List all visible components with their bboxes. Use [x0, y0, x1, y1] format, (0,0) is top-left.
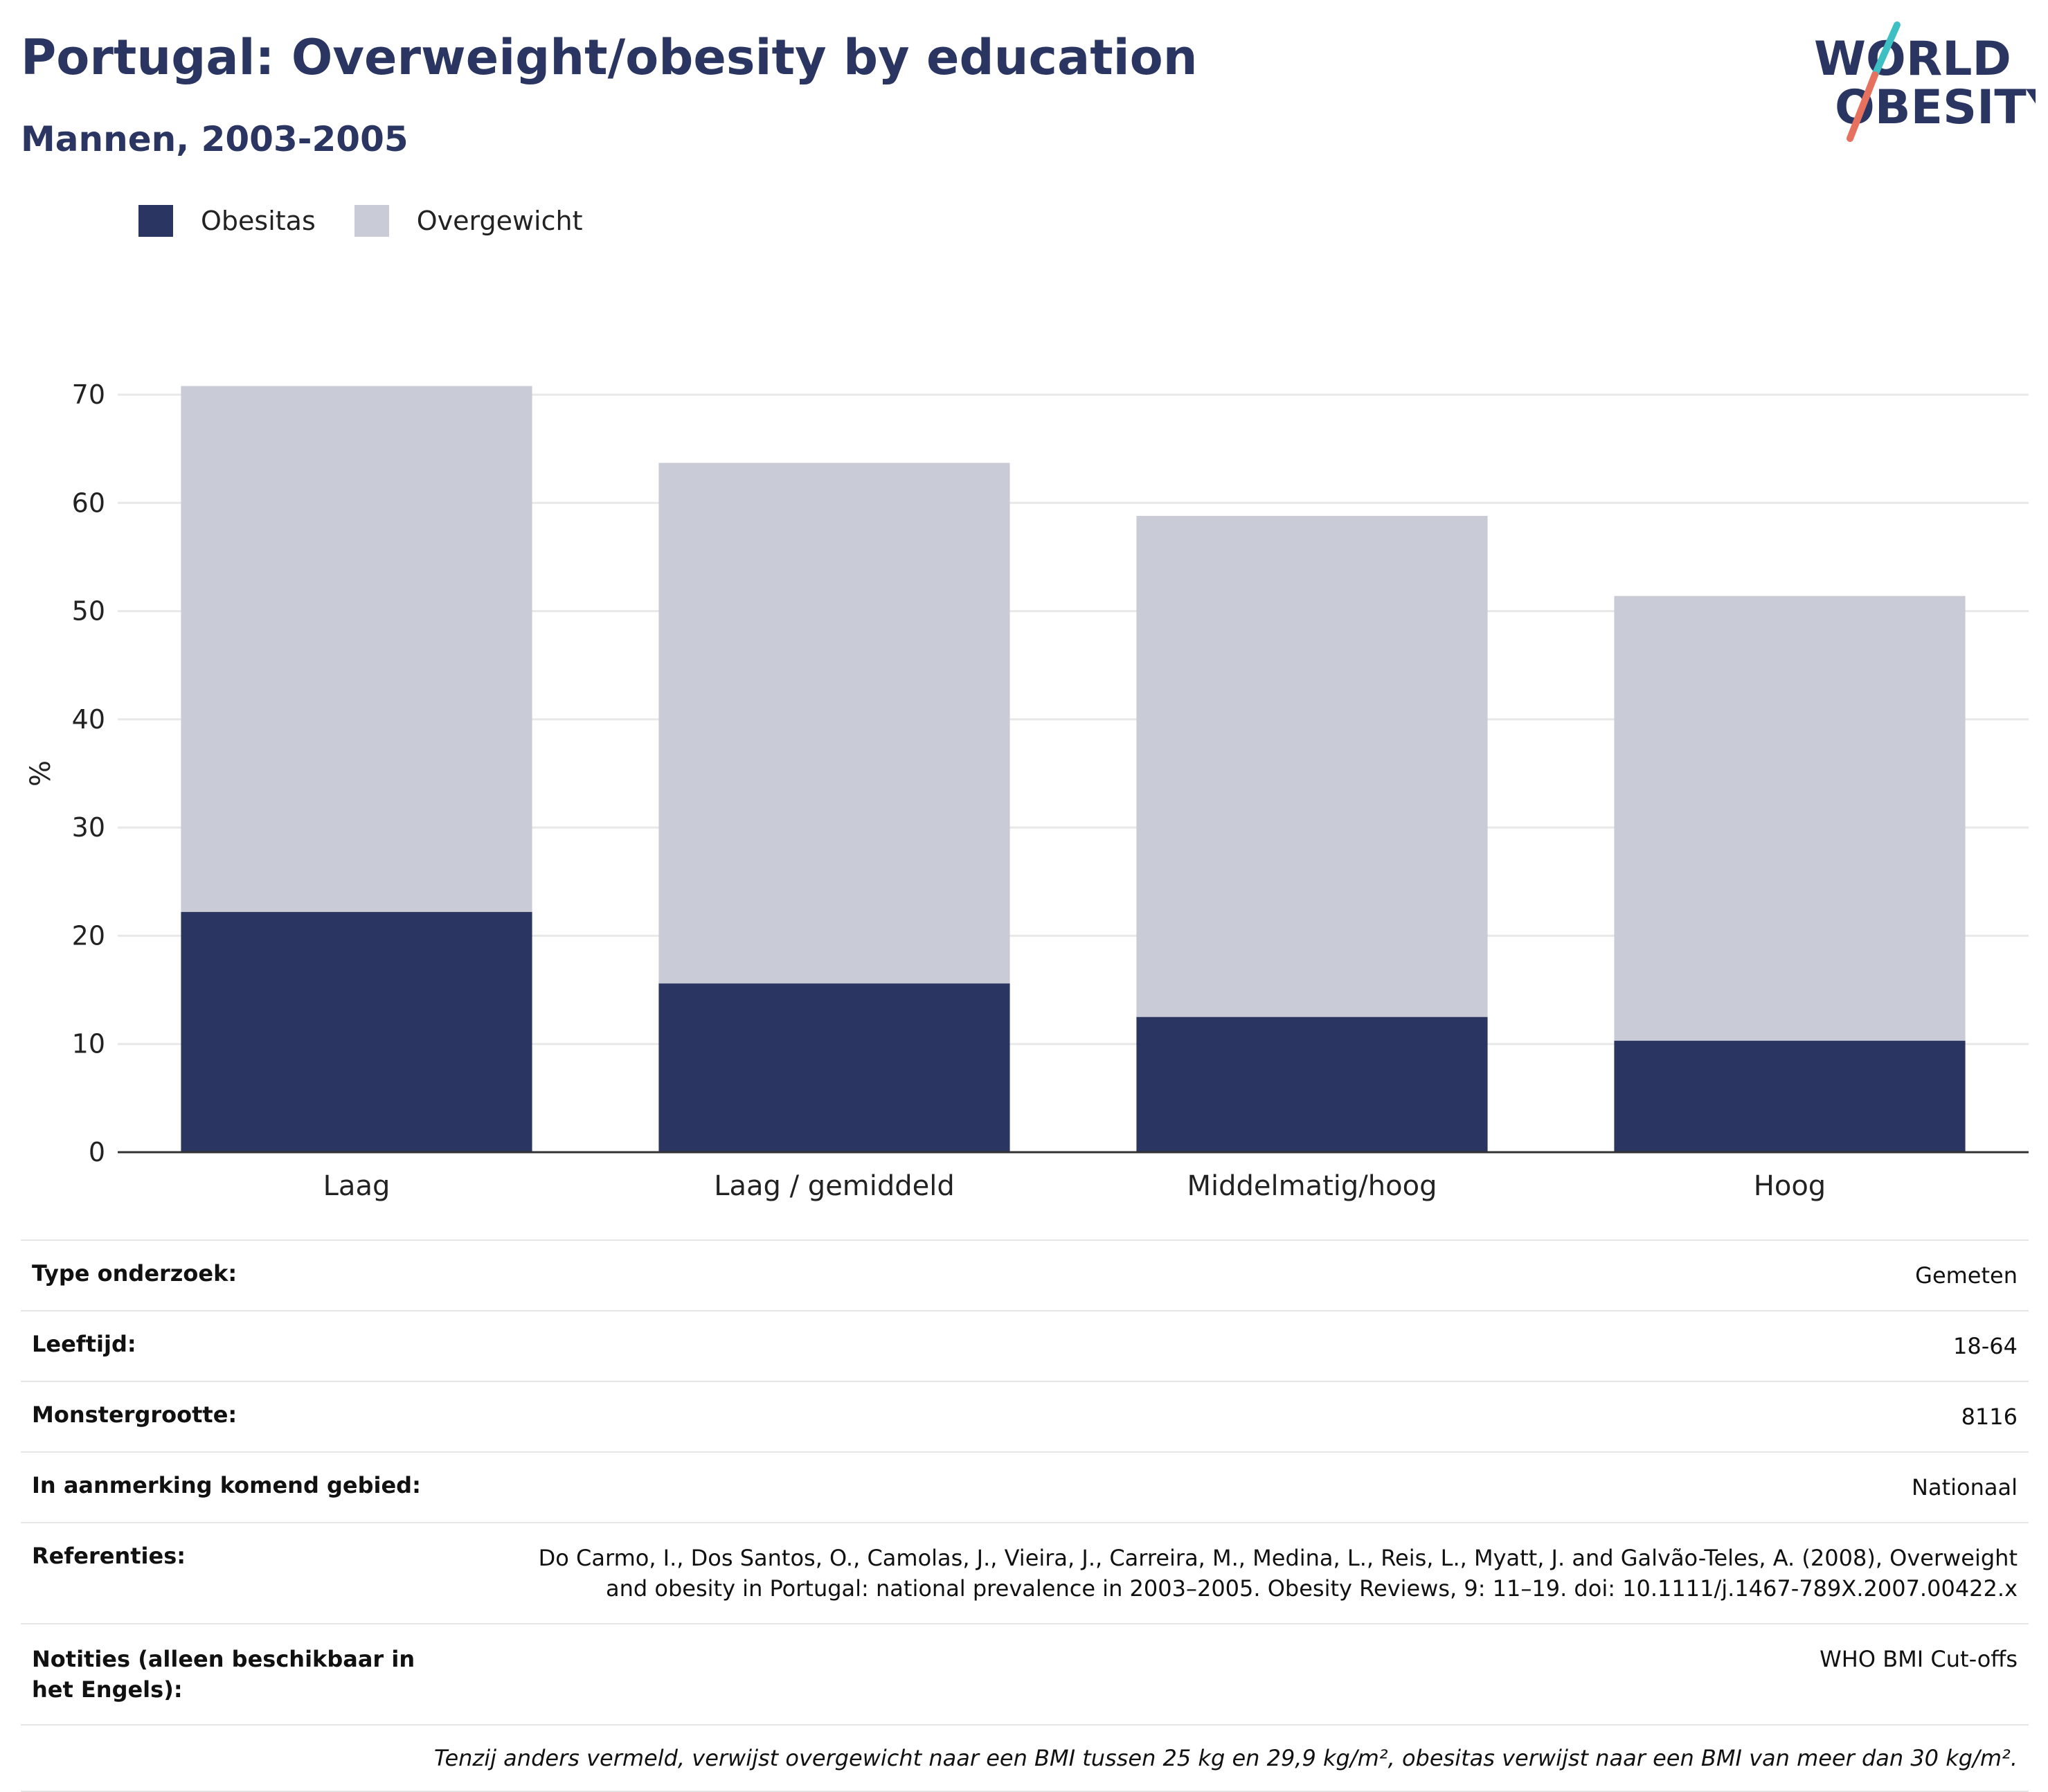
y-tick-label: 30	[72, 812, 105, 843]
meta-value: Nationaal	[1912, 1474, 2018, 1500]
legend-swatch-obesitas	[138, 205, 173, 237]
meta-value: Gemeten	[1915, 1262, 2018, 1289]
bar-overgewicht	[1136, 516, 1488, 1017]
meta-key: Notities (alleen beschikbaar in het Enge…	[32, 1646, 415, 1703]
meta-row-age: Leeftijd: 18-64	[21, 1310, 2029, 1381]
meta-key: Leeftijd:	[32, 1331, 136, 1357]
meta-key: Monstergrootte:	[32, 1401, 237, 1428]
meta-row-sample-size: Monstergrootte: 8116	[21, 1381, 2029, 1451]
legend-label-obesitas: Obesitas	[201, 206, 316, 236]
meta-key: In aanmerking komend gebied:	[32, 1472, 421, 1498]
x-tick-label: Middelmatig/hoog	[1187, 1170, 1437, 1202]
bar-overgewicht	[658, 463, 1010, 984]
y-tick-label: 60	[72, 487, 105, 518]
world-obesity-logo: WORLD OBESITY	[1814, 21, 2036, 142]
bar-overgewicht	[1614, 595, 1966, 1041]
page-subtitle: Mannen, 2003-2005	[21, 119, 408, 159]
meta-key: Type onderzoek:	[32, 1260, 237, 1287]
y-tick-label: 70	[72, 379, 105, 410]
meta-key: Referenties:	[32, 1543, 186, 1569]
x-tick-label: Hoog	[1754, 1170, 1826, 1202]
bar-obesitas	[658, 983, 1010, 1152]
metadata-table: Type onderzoek: Gemeten Leeftijd: 18-64 …	[21, 1239, 2029, 1792]
bar-overgewicht	[181, 386, 532, 913]
meta-value: 8116	[1961, 1404, 2018, 1430]
meta-value: WHO BMI Cut-offs	[1820, 1646, 2018, 1672]
y-axis-label: %	[25, 760, 57, 787]
x-tick-label: Laag / gemiddeld	[714, 1170, 955, 1202]
legend: Obesitas Overgewicht	[138, 205, 622, 237]
meta-row-references: Referenties: Do Carmo, I., Dos Santos, O…	[21, 1522, 2029, 1623]
meta-value: 18-64	[1953, 1333, 2018, 1359]
logo-slash-teal	[1871, 21, 1901, 78]
stacked-bar-chart: 0 10 20 30 40 50 60 70% Laag Laag / gemiddeld Midd…	[25, 379, 2029, 1202]
y-tick-label: 50	[72, 596, 105, 627]
logo-slash-coral	[1847, 71, 1878, 142]
y-tick-label: 20	[72, 920, 105, 951]
bar-obesitas	[1136, 1016, 1488, 1152]
legend-label-overgewicht: Overgewicht	[416, 206, 583, 236]
meta-row-notes: Notities (alleen beschikbaar in het Enge…	[21, 1623, 2029, 1724]
y-tick-label: 0	[89, 1137, 105, 1167]
logo-line1: WORLD	[1814, 32, 2011, 87]
x-tick-label: Laag	[323, 1170, 390, 1202]
meta-row-type: Type onderzoek: Gemeten	[21, 1239, 2029, 1310]
meta-value: Do Carmo, I., Dos Santos, O., Camolas, J…	[538, 1545, 2018, 1602]
y-tick-label: 40	[72, 704, 105, 735]
y-tick-label: 10	[72, 1029, 105, 1059]
bar-obesitas	[181, 912, 532, 1152]
page-title: Portugal: Overweight/obesity by educatio…	[21, 29, 1198, 86]
bar-obesitas	[1614, 1041, 1966, 1152]
meta-row-area: In aanmerking komend gebied: Nationaal	[21, 1451, 2029, 1522]
legend-swatch-overgewicht	[354, 205, 389, 237]
meta-row-footnote: Tenzij anders vermeld, verwijst overgewi…	[21, 1724, 2029, 1792]
footnote: Tenzij anders vermeld, verwijst overgewi…	[433, 1745, 2018, 1771]
